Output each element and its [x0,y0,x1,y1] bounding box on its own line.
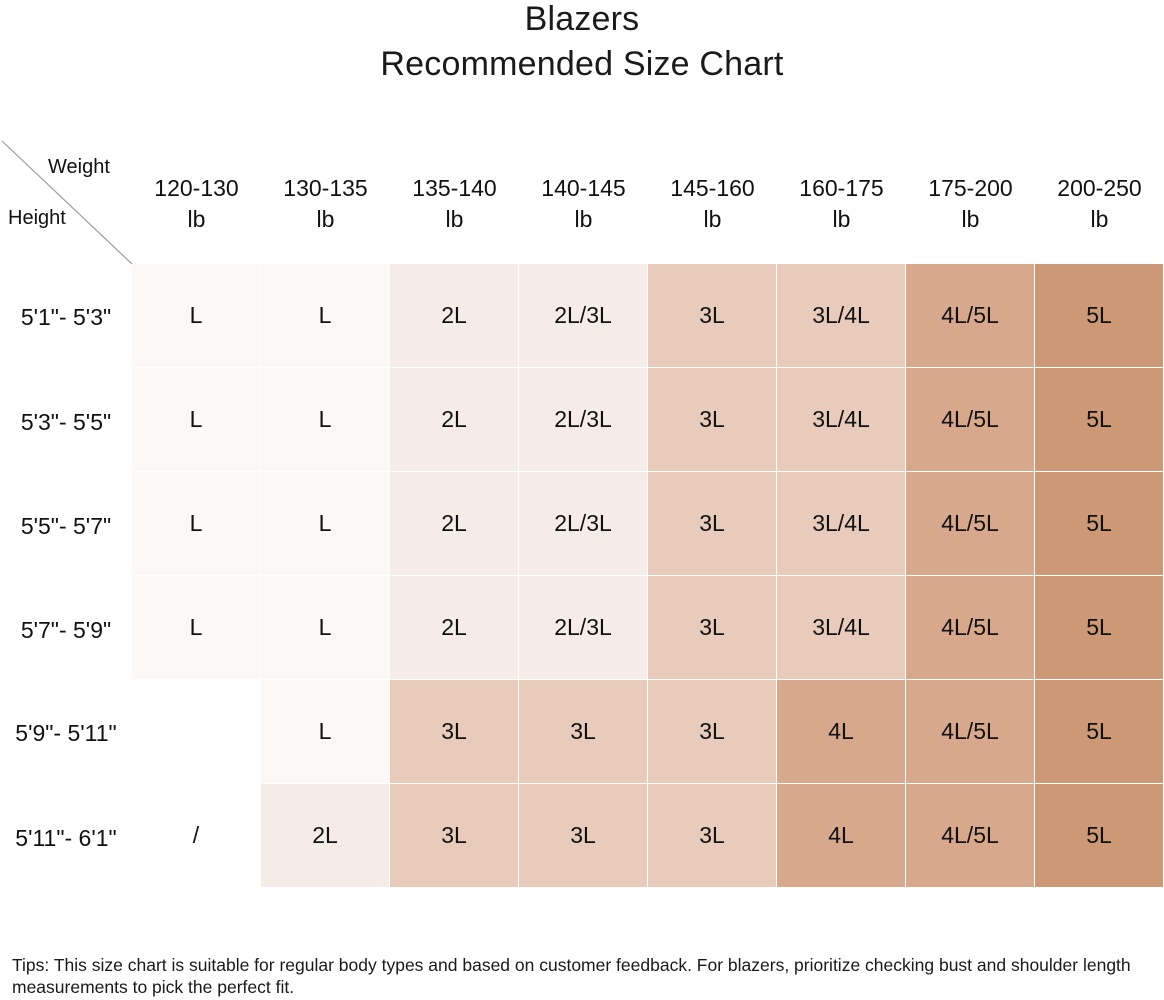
size-cell: 4L/5L [906,472,1034,575]
size-cell: 2L/3L [519,472,647,575]
size-cell: 5L [1035,264,1163,367]
size-cell: / [132,784,260,887]
corner-diagonal-line [1,140,133,265]
weight-column-header: 120-130 lb [132,173,261,235]
size-cell: 5L [1035,784,1163,887]
weight-column-header: 175-200 lb [906,173,1035,235]
size-cell: 3L [519,680,647,783]
size-cell: 3L [648,368,776,471]
height-row-header: 5'7"- 5'9" [20,617,112,643]
weight-range: 200-250 [1057,175,1142,201]
size-cell: 3L/4L [777,472,905,575]
weight-unit: lb [187,206,206,232]
size-cell: 2L [261,784,389,887]
size-cell: L [132,264,260,367]
size-cell: L [261,264,389,367]
size-cell: 2L/3L [519,264,647,367]
weight-range: 140-145 [541,175,626,201]
chart-title: Blazers [524,0,640,38]
weight-column-header: 160-175 lb [777,173,906,235]
size-cell: 2L [390,576,518,679]
weight-column-header: 130-135 lb [261,173,390,235]
size-cell: 5L [1035,472,1163,575]
size-cell: 2L/3L [519,576,647,679]
size-cell: 4L/5L [906,576,1034,679]
weight-column-header: 200-250 lb [1035,173,1164,235]
height-row-header: 5'9"- 5'11" [15,720,117,746]
size-cell: 5L [1035,368,1163,471]
size-cell: 4L/5L [906,784,1034,887]
size-cell: 3L/4L [777,368,905,471]
height-row-header: 5'5"- 5'7" [20,513,112,539]
size-cell: 4L/5L [906,680,1034,783]
size-cell: L [261,680,389,783]
corner-height-label: Height [8,207,66,229]
size-cell: 3L [648,784,776,887]
chart-subtitle: Recommended Size Chart [380,45,784,83]
size-cell: L [132,576,260,679]
weight-column-header: 135-140 lb [390,173,519,235]
weight-unit: lb [1090,206,1109,232]
size-cell: L [132,472,260,575]
weight-unit: lb [703,206,722,232]
weight-range: 145-160 [670,175,755,201]
weight-column-header: 140-145 lb [519,173,648,235]
size-cell: 4L [777,784,905,887]
size-cell: L [261,472,389,575]
weight-range: 130-135 [283,175,368,201]
size-cell: 3L [648,264,776,367]
weight-unit: lb [316,206,335,232]
size-cell: 4L/5L [906,264,1034,367]
size-cell: L [132,368,260,471]
size-cell: 2L/3L [519,368,647,471]
size-cell: 3L [519,784,647,887]
size-cell [132,680,260,783]
height-row-header: 5'3"- 5'5" [20,409,112,435]
height-row-header: 5'1"- 5'3" [20,304,112,330]
weight-unit: lb [445,206,464,232]
size-cell: 2L [390,472,518,575]
corner-weight-label: Weight [48,156,110,178]
size-cell: 3L [390,784,518,887]
size-cell: 3L [648,680,776,783]
tips-note: Tips: This size chart is suitable for re… [12,955,1131,997]
size-cell: 3L [648,472,776,575]
weight-range: 120-130 [154,175,239,201]
size-cell: 4L/5L [906,368,1034,471]
weight-column-header: 145-160 lb [648,173,777,235]
weight-unit: lb [961,206,980,232]
weight-range: 175-200 [928,175,1013,201]
size-cell: L [261,368,389,471]
weight-unit: lb [574,206,593,232]
size-cell: 4L [777,680,905,783]
weight-range: 135-140 [412,175,497,201]
size-cell: 2L [390,264,518,367]
size-cell: 5L [1035,576,1163,679]
size-cell: 2L [390,368,518,471]
size-cell: 5L [1035,680,1163,783]
size-cell: L [261,576,389,679]
size-cell: 3L/4L [777,576,905,679]
weight-unit: lb [832,206,851,232]
size-cell: 3L [390,680,518,783]
weight-range: 160-175 [799,175,884,201]
height-row-header: 5'11"- 6'1" [15,825,117,851]
size-cell: 3L [648,576,776,679]
size-cell: 3L/4L [777,264,905,367]
